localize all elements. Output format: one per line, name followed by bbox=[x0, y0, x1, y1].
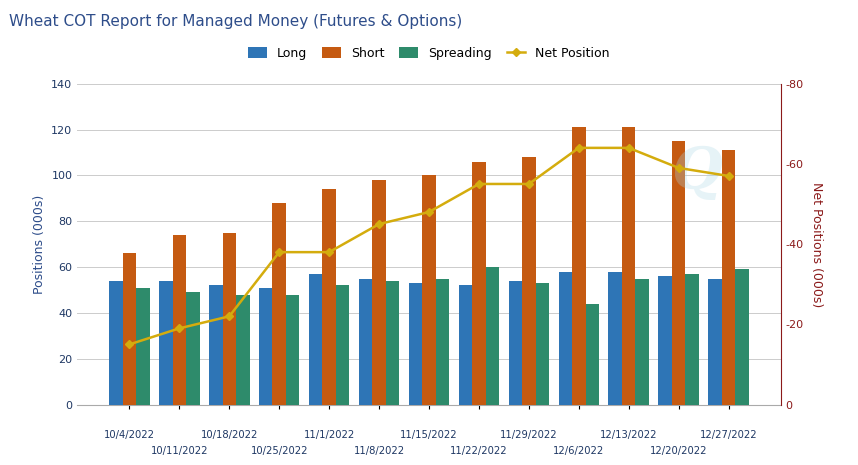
Bar bbox=[109, 281, 123, 405]
Bar bbox=[622, 127, 636, 405]
Text: 12/13/2022: 12/13/2022 bbox=[600, 430, 657, 439]
Bar bbox=[523, 157, 535, 405]
Text: 11/8/2022: 11/8/2022 bbox=[353, 446, 405, 456]
Net Position bbox=[574, 145, 584, 151]
Net Position bbox=[174, 326, 184, 331]
Bar bbox=[259, 288, 273, 405]
Bar bbox=[309, 274, 323, 405]
Bar bbox=[286, 294, 299, 405]
Net Position bbox=[374, 221, 384, 227]
Bar bbox=[486, 267, 499, 405]
Bar bbox=[658, 276, 672, 405]
Text: 11/29/2022: 11/29/2022 bbox=[500, 430, 558, 439]
Bar bbox=[709, 279, 722, 405]
Bar bbox=[323, 189, 335, 405]
Bar bbox=[559, 272, 572, 405]
Bar bbox=[472, 162, 486, 405]
Text: Q: Q bbox=[671, 145, 722, 202]
Bar bbox=[123, 253, 136, 405]
Bar bbox=[535, 283, 549, 405]
Bar bbox=[172, 235, 186, 405]
Text: 11/22/2022: 11/22/2022 bbox=[450, 446, 508, 456]
Bar bbox=[236, 294, 250, 405]
Bar bbox=[359, 279, 372, 405]
Net Position bbox=[424, 209, 434, 215]
Bar bbox=[686, 274, 699, 405]
Bar bbox=[509, 281, 523, 405]
Text: 11/15/2022: 11/15/2022 bbox=[400, 430, 458, 439]
Text: 12/20/2022: 12/20/2022 bbox=[650, 446, 707, 456]
Net Position bbox=[523, 181, 534, 187]
Text: 10/11/2022: 10/11/2022 bbox=[151, 446, 208, 456]
Y-axis label: Positions (000s): Positions (000s) bbox=[33, 194, 45, 294]
Text: 12/6/2022: 12/6/2022 bbox=[553, 446, 604, 456]
Bar bbox=[159, 281, 172, 405]
Legend: Long, Short, Spreading, Net Position: Long, Short, Spreading, Net Position bbox=[243, 42, 615, 65]
Bar bbox=[436, 279, 450, 405]
Text: 11/1/2022: 11/1/2022 bbox=[304, 430, 354, 439]
Bar bbox=[222, 232, 236, 405]
Net Position bbox=[723, 173, 734, 179]
Bar bbox=[186, 292, 200, 405]
Bar bbox=[636, 279, 649, 405]
Bar bbox=[136, 288, 149, 405]
Y-axis label: Net Positions (000s): Net Positions (000s) bbox=[810, 181, 823, 307]
Bar bbox=[585, 304, 599, 405]
Bar bbox=[608, 272, 622, 405]
Bar bbox=[408, 283, 422, 405]
Text: 12/27/2022: 12/27/2022 bbox=[700, 430, 758, 439]
Text: 10/4/2022: 10/4/2022 bbox=[104, 430, 155, 439]
Net Position bbox=[624, 145, 634, 151]
Bar bbox=[335, 286, 349, 405]
Bar bbox=[735, 269, 749, 405]
Bar bbox=[372, 180, 386, 405]
Bar bbox=[422, 175, 436, 405]
Text: Wheat COT Report for Managed Money (Futures & Options): Wheat COT Report for Managed Money (Futu… bbox=[9, 14, 462, 29]
Text: 10/18/2022: 10/18/2022 bbox=[201, 430, 258, 439]
Net Position bbox=[274, 249, 284, 255]
Bar bbox=[672, 141, 686, 405]
Bar bbox=[209, 286, 222, 405]
Net Position bbox=[474, 181, 484, 187]
Text: 10/25/2022: 10/25/2022 bbox=[251, 446, 308, 456]
Net Position bbox=[124, 342, 135, 347]
Bar bbox=[386, 281, 399, 405]
Net Position bbox=[324, 249, 335, 255]
Line: Net Position: Net Position bbox=[127, 145, 731, 347]
Bar bbox=[722, 150, 735, 405]
Bar bbox=[459, 286, 472, 405]
Net Position bbox=[674, 165, 684, 171]
Bar bbox=[572, 127, 585, 405]
Bar bbox=[273, 203, 286, 405]
Net Position bbox=[224, 313, 234, 319]
